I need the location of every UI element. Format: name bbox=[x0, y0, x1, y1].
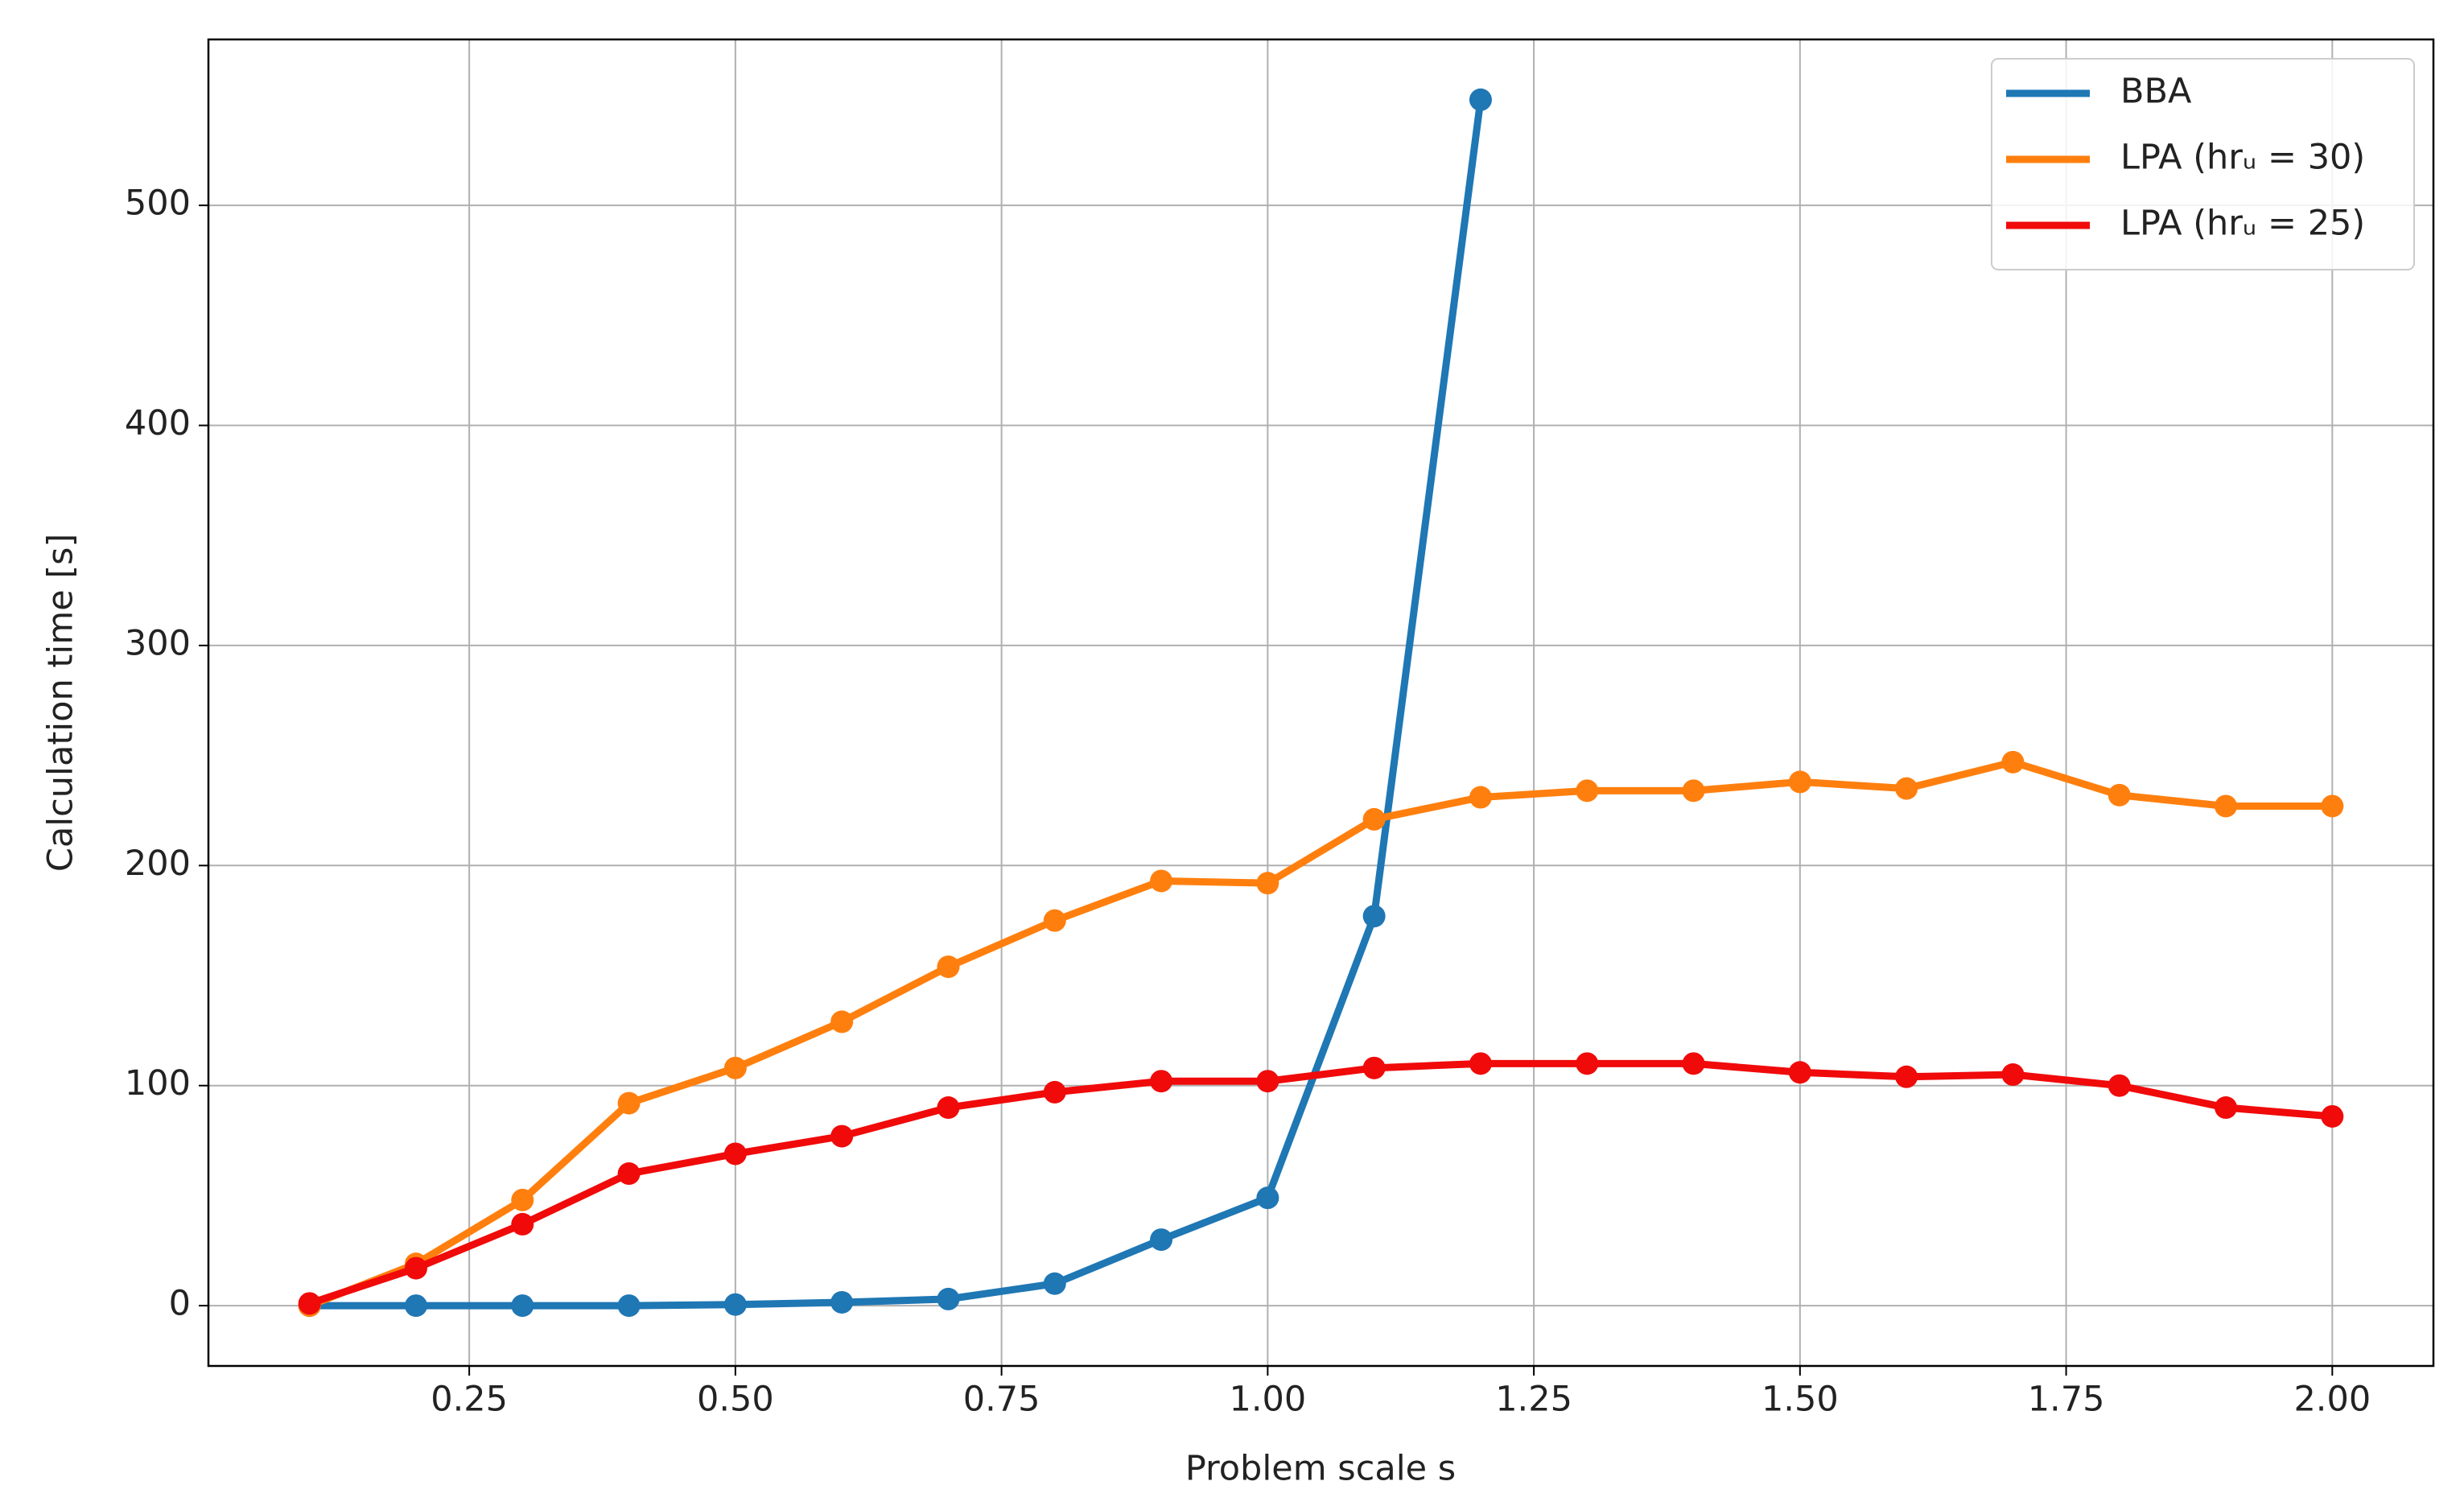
data-point bbox=[2215, 1096, 2238, 1120]
y-tick-label: 200 bbox=[125, 844, 191, 884]
data-point bbox=[1256, 1070, 1279, 1093]
legend: BBA LPA (hrᵤ = 30) LPA (hrᵤ = 25) bbox=[1991, 58, 2415, 270]
y-axis-label: Calculation time [s] bbox=[41, 534, 81, 872]
data-point bbox=[1362, 905, 1386, 928]
data-point bbox=[723, 1142, 747, 1166]
data-point bbox=[511, 1294, 534, 1318]
data-point bbox=[298, 1292, 321, 1315]
data-point bbox=[1576, 779, 1599, 803]
data-point bbox=[1682, 1052, 1705, 1075]
data-point bbox=[2321, 794, 2344, 818]
x-tick-label: 0.50 bbox=[697, 1380, 774, 1420]
data-point bbox=[404, 1256, 427, 1280]
series-line bbox=[308, 758, 2333, 1310]
data-point bbox=[1362, 1056, 1386, 1079]
data-point bbox=[830, 1010, 854, 1034]
x-tick-label: 1.50 bbox=[1761, 1380, 1839, 1420]
series-line bbox=[308, 1059, 2333, 1307]
plot-frame bbox=[207, 38, 2435, 1368]
y-tick-label: 0 bbox=[169, 1284, 191, 1324]
data-point bbox=[2215, 794, 2238, 818]
data-point bbox=[830, 1290, 854, 1314]
x-tick-label: 1.00 bbox=[1229, 1380, 1306, 1420]
data-point bbox=[1895, 1065, 1918, 1088]
data-point bbox=[1469, 88, 1492, 111]
data-point bbox=[1788, 1061, 1811, 1084]
legend-label: LPA (hrᵤ = 25) bbox=[2120, 204, 2365, 244]
data-point bbox=[1682, 779, 1705, 803]
data-point bbox=[1043, 1272, 1066, 1295]
y-tick-label: 500 bbox=[125, 184, 191, 224]
data-point bbox=[723, 1293, 747, 1316]
data-point bbox=[511, 1212, 534, 1236]
data-point bbox=[1576, 1052, 1599, 1075]
data-point bbox=[2001, 750, 2025, 774]
data-point bbox=[1043, 1080, 1066, 1104]
data-point bbox=[830, 1124, 854, 1148]
y-tick-label: 300 bbox=[125, 623, 191, 663]
data-point bbox=[1469, 1052, 1492, 1075]
data-point bbox=[617, 1091, 641, 1115]
data-point bbox=[1362, 807, 1386, 831]
data-point bbox=[404, 1294, 427, 1318]
data-point bbox=[617, 1294, 641, 1318]
data-point bbox=[1256, 872, 1279, 895]
x-tick-label: 2.00 bbox=[2293, 1380, 2371, 1420]
legend-label: BBA bbox=[2120, 72, 2192, 112]
data-point bbox=[1150, 869, 1173, 893]
x-tick-label: 1.75 bbox=[2028, 1380, 2105, 1420]
data-point bbox=[723, 1056, 747, 1079]
data-point bbox=[1895, 777, 1918, 800]
legend-box bbox=[1991, 58, 2415, 270]
x-tick-label: 0.75 bbox=[963, 1380, 1040, 1420]
data-point bbox=[1256, 1186, 1279, 1210]
data-point bbox=[1150, 1070, 1173, 1093]
x-tick-label: 1.25 bbox=[1495, 1380, 1572, 1420]
x-axis-label: Problem scale s bbox=[1185, 1449, 1456, 1489]
x-tick-label: 0.25 bbox=[431, 1380, 508, 1420]
data-point bbox=[2108, 1074, 2131, 1097]
data-point bbox=[2001, 1063, 2025, 1087]
data-point bbox=[617, 1162, 641, 1186]
data-point bbox=[1469, 786, 1492, 809]
data-point bbox=[2321, 1104, 2344, 1128]
data-point bbox=[937, 1287, 960, 1310]
y-tick-label: 400 bbox=[125, 403, 191, 444]
data-point bbox=[937, 955, 960, 979]
data-point bbox=[1788, 770, 1811, 794]
data-point bbox=[1043, 909, 1066, 932]
y-tick-label: 100 bbox=[125, 1063, 191, 1104]
series-line bbox=[309, 99, 1485, 1310]
data-point bbox=[1150, 1228, 1173, 1252]
data-point bbox=[2108, 783, 2131, 807]
data-point bbox=[511, 1188, 534, 1211]
data-point bbox=[937, 1096, 960, 1120]
legend-label: LPA (hrᵤ = 30) bbox=[2120, 138, 2365, 178]
